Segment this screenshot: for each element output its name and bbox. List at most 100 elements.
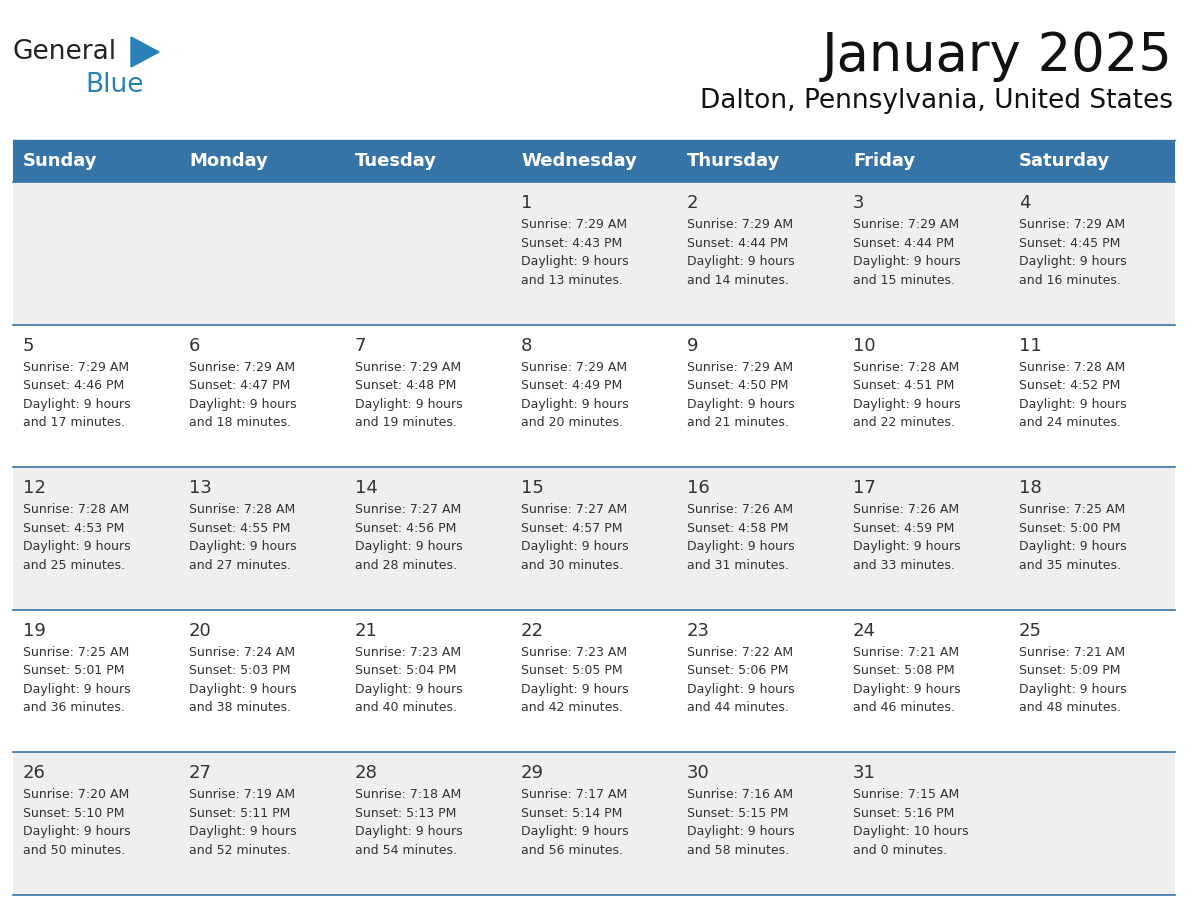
Text: 12: 12 — [23, 479, 46, 498]
Text: Saturday: Saturday — [1019, 152, 1111, 170]
Bar — [843, 182, 1009, 325]
Text: Sunrise: 7:27 AM
Sunset: 4:56 PM
Daylight: 9 hours
and 28 minutes.: Sunrise: 7:27 AM Sunset: 4:56 PM Dayligh… — [355, 503, 462, 572]
Bar — [843, 325, 1009, 467]
Text: 23: 23 — [687, 621, 710, 640]
Text: 10: 10 — [853, 337, 876, 354]
Bar — [345, 610, 511, 753]
Text: Sunrise: 7:28 AM
Sunset: 4:52 PM
Daylight: 9 hours
and 24 minutes.: Sunrise: 7:28 AM Sunset: 4:52 PM Dayligh… — [1019, 361, 1126, 429]
Bar — [511, 182, 677, 325]
Bar — [1009, 610, 1175, 753]
Text: Sunrise: 7:28 AM
Sunset: 4:51 PM
Daylight: 9 hours
and 22 minutes.: Sunrise: 7:28 AM Sunset: 4:51 PM Dayligh… — [853, 361, 961, 429]
Text: 4: 4 — [1019, 194, 1030, 212]
Text: Sunrise: 7:15 AM
Sunset: 5:16 PM
Daylight: 10 hours
and 0 minutes.: Sunrise: 7:15 AM Sunset: 5:16 PM Dayligh… — [853, 789, 968, 856]
Text: Sunrise: 7:18 AM
Sunset: 5:13 PM
Daylight: 9 hours
and 54 minutes.: Sunrise: 7:18 AM Sunset: 5:13 PM Dayligh… — [355, 789, 462, 856]
Text: Sunrise: 7:21 AM
Sunset: 5:08 PM
Daylight: 9 hours
and 46 minutes.: Sunrise: 7:21 AM Sunset: 5:08 PM Dayligh… — [853, 645, 961, 714]
Text: 13: 13 — [189, 479, 211, 498]
Text: 22: 22 — [522, 621, 544, 640]
Bar — [13, 467, 179, 610]
Text: Monday: Monday — [189, 152, 267, 170]
Text: Friday: Friday — [853, 152, 915, 170]
Text: Sunrise: 7:17 AM
Sunset: 5:14 PM
Daylight: 9 hours
and 56 minutes.: Sunrise: 7:17 AM Sunset: 5:14 PM Dayligh… — [522, 789, 628, 856]
Text: 14: 14 — [355, 479, 378, 498]
Bar — [843, 610, 1009, 753]
Text: Sunrise: 7:26 AM
Sunset: 4:59 PM
Daylight: 9 hours
and 33 minutes.: Sunrise: 7:26 AM Sunset: 4:59 PM Dayligh… — [853, 503, 961, 572]
Text: 5: 5 — [23, 337, 34, 354]
Bar — [345, 325, 511, 467]
Text: Sunrise: 7:25 AM
Sunset: 5:00 PM
Daylight: 9 hours
and 35 minutes.: Sunrise: 7:25 AM Sunset: 5:00 PM Dayligh… — [1019, 503, 1126, 572]
Bar — [179, 610, 345, 753]
Bar — [677, 182, 843, 325]
Bar — [1009, 182, 1175, 325]
Text: 6: 6 — [189, 337, 201, 354]
Text: 15: 15 — [522, 479, 544, 498]
Bar — [345, 467, 511, 610]
Text: 3: 3 — [853, 194, 865, 212]
Bar — [677, 753, 843, 895]
Bar — [843, 467, 1009, 610]
Bar — [511, 467, 677, 610]
Text: Sunrise: 7:29 AM
Sunset: 4:44 PM
Daylight: 9 hours
and 14 minutes.: Sunrise: 7:29 AM Sunset: 4:44 PM Dayligh… — [687, 218, 795, 286]
Text: Blue: Blue — [86, 72, 144, 98]
Text: Sunrise: 7:24 AM
Sunset: 5:03 PM
Daylight: 9 hours
and 38 minutes.: Sunrise: 7:24 AM Sunset: 5:03 PM Dayligh… — [189, 645, 297, 714]
Text: Sunrise: 7:22 AM
Sunset: 5:06 PM
Daylight: 9 hours
and 44 minutes.: Sunrise: 7:22 AM Sunset: 5:06 PM Dayligh… — [687, 645, 795, 714]
Bar — [179, 140, 345, 182]
Text: 27: 27 — [189, 765, 211, 782]
Text: Sunrise: 7:27 AM
Sunset: 4:57 PM
Daylight: 9 hours
and 30 minutes.: Sunrise: 7:27 AM Sunset: 4:57 PM Dayligh… — [522, 503, 628, 572]
Text: Sunrise: 7:29 AM
Sunset: 4:50 PM
Daylight: 9 hours
and 21 minutes.: Sunrise: 7:29 AM Sunset: 4:50 PM Dayligh… — [687, 361, 795, 429]
Text: 21: 21 — [355, 621, 378, 640]
Text: 20: 20 — [189, 621, 211, 640]
Text: 30: 30 — [687, 765, 709, 782]
Text: Sunrise: 7:29 AM
Sunset: 4:47 PM
Daylight: 9 hours
and 18 minutes.: Sunrise: 7:29 AM Sunset: 4:47 PM Dayligh… — [189, 361, 297, 429]
Text: 18: 18 — [1019, 479, 1042, 498]
Text: Sunrise: 7:16 AM
Sunset: 5:15 PM
Daylight: 9 hours
and 58 minutes.: Sunrise: 7:16 AM Sunset: 5:15 PM Dayligh… — [687, 789, 795, 856]
Text: Dalton, Pennsylvania, United States: Dalton, Pennsylvania, United States — [700, 88, 1173, 114]
Text: 8: 8 — [522, 337, 532, 354]
Bar — [677, 467, 843, 610]
Bar — [511, 610, 677, 753]
Text: 9: 9 — [687, 337, 699, 354]
Text: 17: 17 — [853, 479, 876, 498]
Bar — [511, 753, 677, 895]
Text: Tuesday: Tuesday — [355, 152, 437, 170]
Text: Sunrise: 7:21 AM
Sunset: 5:09 PM
Daylight: 9 hours
and 48 minutes.: Sunrise: 7:21 AM Sunset: 5:09 PM Dayligh… — [1019, 645, 1126, 714]
Polygon shape — [131, 37, 159, 67]
Text: Sunrise: 7:25 AM
Sunset: 5:01 PM
Daylight: 9 hours
and 36 minutes.: Sunrise: 7:25 AM Sunset: 5:01 PM Dayligh… — [23, 645, 131, 714]
Text: Sunrise: 7:28 AM
Sunset: 4:53 PM
Daylight: 9 hours
and 25 minutes.: Sunrise: 7:28 AM Sunset: 4:53 PM Dayligh… — [23, 503, 131, 572]
Bar — [13, 325, 179, 467]
Bar — [677, 140, 843, 182]
Text: Sunrise: 7:29 AM
Sunset: 4:49 PM
Daylight: 9 hours
and 20 minutes.: Sunrise: 7:29 AM Sunset: 4:49 PM Dayligh… — [522, 361, 628, 429]
Bar — [1009, 140, 1175, 182]
Bar — [179, 182, 345, 325]
Text: 28: 28 — [355, 765, 378, 782]
Text: Sunrise: 7:23 AM
Sunset: 5:05 PM
Daylight: 9 hours
and 42 minutes.: Sunrise: 7:23 AM Sunset: 5:05 PM Dayligh… — [522, 645, 628, 714]
Text: 2: 2 — [687, 194, 699, 212]
Bar — [677, 610, 843, 753]
Bar — [179, 325, 345, 467]
Bar — [179, 467, 345, 610]
Bar — [1009, 467, 1175, 610]
Text: Sunrise: 7:23 AM
Sunset: 5:04 PM
Daylight: 9 hours
and 40 minutes.: Sunrise: 7:23 AM Sunset: 5:04 PM Dayligh… — [355, 645, 462, 714]
Text: Wednesday: Wednesday — [522, 152, 637, 170]
Text: Sunrise: 7:29 AM
Sunset: 4:43 PM
Daylight: 9 hours
and 13 minutes.: Sunrise: 7:29 AM Sunset: 4:43 PM Dayligh… — [522, 218, 628, 286]
Bar — [511, 325, 677, 467]
Bar — [843, 140, 1009, 182]
Bar — [345, 753, 511, 895]
Text: 29: 29 — [522, 765, 544, 782]
Bar — [345, 182, 511, 325]
Bar — [1009, 325, 1175, 467]
Bar — [511, 140, 677, 182]
Bar — [13, 140, 179, 182]
Text: Sunrise: 7:29 AM
Sunset: 4:44 PM
Daylight: 9 hours
and 15 minutes.: Sunrise: 7:29 AM Sunset: 4:44 PM Dayligh… — [853, 218, 961, 286]
Text: 24: 24 — [853, 621, 876, 640]
Text: January 2025: January 2025 — [822, 30, 1173, 82]
Text: Sunday: Sunday — [23, 152, 97, 170]
Text: Sunrise: 7:26 AM
Sunset: 4:58 PM
Daylight: 9 hours
and 31 minutes.: Sunrise: 7:26 AM Sunset: 4:58 PM Dayligh… — [687, 503, 795, 572]
Text: Sunrise: 7:29 AM
Sunset: 4:48 PM
Daylight: 9 hours
and 19 minutes.: Sunrise: 7:29 AM Sunset: 4:48 PM Dayligh… — [355, 361, 462, 429]
Text: Sunrise: 7:29 AM
Sunset: 4:46 PM
Daylight: 9 hours
and 17 minutes.: Sunrise: 7:29 AM Sunset: 4:46 PM Dayligh… — [23, 361, 131, 429]
Text: Sunrise: 7:20 AM
Sunset: 5:10 PM
Daylight: 9 hours
and 50 minutes.: Sunrise: 7:20 AM Sunset: 5:10 PM Dayligh… — [23, 789, 131, 856]
Text: Sunrise: 7:28 AM
Sunset: 4:55 PM
Daylight: 9 hours
and 27 minutes.: Sunrise: 7:28 AM Sunset: 4:55 PM Dayligh… — [189, 503, 297, 572]
Bar — [677, 325, 843, 467]
Text: 7: 7 — [355, 337, 367, 354]
Text: 1: 1 — [522, 194, 532, 212]
Text: 26: 26 — [23, 765, 46, 782]
